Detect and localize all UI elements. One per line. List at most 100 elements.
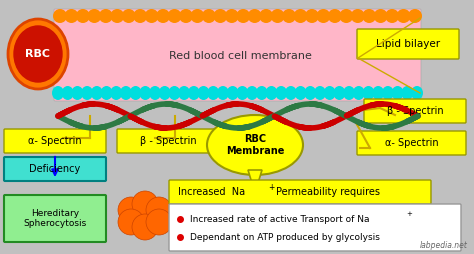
Ellipse shape (236, 9, 250, 23)
Ellipse shape (411, 86, 423, 100)
Ellipse shape (64, 9, 79, 23)
FancyBboxPatch shape (4, 157, 106, 181)
Ellipse shape (145, 9, 159, 23)
Ellipse shape (363, 86, 374, 100)
Ellipse shape (132, 214, 158, 240)
Ellipse shape (179, 9, 193, 23)
FancyBboxPatch shape (4, 195, 106, 242)
Ellipse shape (8, 19, 68, 89)
Text: β - Spectrin: β - Spectrin (140, 136, 196, 146)
Ellipse shape (132, 191, 158, 217)
FancyBboxPatch shape (54, 9, 421, 101)
FancyBboxPatch shape (169, 204, 461, 251)
Ellipse shape (385, 9, 399, 23)
Text: +: + (406, 211, 412, 217)
Ellipse shape (237, 86, 248, 100)
Ellipse shape (213, 9, 228, 23)
Ellipse shape (118, 209, 144, 235)
Text: labpedia.net: labpedia.net (420, 241, 468, 250)
Ellipse shape (207, 86, 219, 100)
Ellipse shape (168, 86, 181, 100)
Ellipse shape (156, 9, 170, 23)
Ellipse shape (225, 9, 239, 23)
Ellipse shape (178, 86, 190, 100)
Text: RBC
Membrane: RBC Membrane (226, 134, 284, 156)
Ellipse shape (285, 86, 297, 100)
Text: Permeability requires: Permeability requires (276, 187, 380, 197)
Ellipse shape (52, 86, 64, 100)
FancyBboxPatch shape (364, 99, 466, 123)
Ellipse shape (305, 9, 319, 23)
Text: β - Spectrin: β - Spectrin (387, 106, 443, 116)
Ellipse shape (293, 9, 308, 23)
Ellipse shape (159, 86, 171, 100)
Text: Lipid bilayer: Lipid bilayer (376, 39, 440, 49)
Ellipse shape (72, 86, 83, 100)
FancyBboxPatch shape (4, 129, 106, 153)
Ellipse shape (333, 86, 346, 100)
Ellipse shape (81, 86, 93, 100)
Ellipse shape (122, 9, 136, 23)
Text: Red blood cell membrane: Red blood cell membrane (169, 51, 311, 61)
Ellipse shape (146, 197, 172, 223)
Ellipse shape (110, 86, 122, 100)
Ellipse shape (100, 86, 112, 100)
Ellipse shape (207, 115, 303, 175)
Ellipse shape (362, 9, 376, 23)
Ellipse shape (62, 86, 73, 100)
Ellipse shape (202, 9, 216, 23)
Ellipse shape (392, 86, 403, 100)
Ellipse shape (397, 9, 410, 23)
FancyBboxPatch shape (357, 29, 459, 59)
Ellipse shape (149, 86, 161, 100)
Ellipse shape (87, 9, 101, 23)
Ellipse shape (314, 86, 326, 100)
Text: +: + (268, 183, 274, 193)
Ellipse shape (76, 9, 90, 23)
Ellipse shape (316, 9, 330, 23)
Ellipse shape (188, 86, 200, 100)
Ellipse shape (294, 86, 307, 100)
Text: Increased rate of active Transport of Na: Increased rate of active Transport of Na (190, 214, 370, 224)
Ellipse shape (324, 86, 336, 100)
Ellipse shape (248, 9, 262, 23)
Ellipse shape (275, 86, 287, 100)
Text: Deficiency: Deficiency (29, 164, 81, 174)
Ellipse shape (120, 86, 132, 100)
Text: Dependant on ATP produced by glycolysis: Dependant on ATP produced by glycolysis (190, 232, 380, 242)
Ellipse shape (133, 9, 147, 23)
Ellipse shape (372, 86, 384, 100)
Ellipse shape (408, 9, 422, 23)
Ellipse shape (271, 9, 284, 23)
Text: α- Spectrin: α- Spectrin (28, 136, 82, 146)
Ellipse shape (191, 9, 204, 23)
Ellipse shape (374, 9, 388, 23)
Polygon shape (248, 170, 262, 193)
Ellipse shape (328, 9, 342, 23)
Ellipse shape (353, 86, 365, 100)
Ellipse shape (304, 86, 316, 100)
Text: RBC: RBC (26, 49, 51, 59)
Text: Increased  Na: Increased Na (178, 187, 245, 197)
Ellipse shape (99, 9, 113, 23)
Ellipse shape (382, 86, 394, 100)
Ellipse shape (351, 9, 365, 23)
Ellipse shape (343, 86, 355, 100)
Ellipse shape (265, 86, 277, 100)
FancyBboxPatch shape (117, 129, 219, 153)
Ellipse shape (246, 86, 258, 100)
Ellipse shape (146, 209, 172, 235)
Ellipse shape (91, 86, 103, 100)
Ellipse shape (256, 86, 268, 100)
Text: Hereditary
Spherocytosis: Hereditary Spherocytosis (23, 209, 87, 228)
FancyBboxPatch shape (169, 180, 431, 204)
Ellipse shape (139, 86, 151, 100)
Ellipse shape (227, 86, 238, 100)
Ellipse shape (259, 9, 273, 23)
Ellipse shape (217, 86, 229, 100)
Ellipse shape (118, 197, 144, 223)
Ellipse shape (167, 9, 182, 23)
Ellipse shape (53, 9, 67, 23)
Ellipse shape (282, 9, 296, 23)
Ellipse shape (129, 86, 142, 100)
